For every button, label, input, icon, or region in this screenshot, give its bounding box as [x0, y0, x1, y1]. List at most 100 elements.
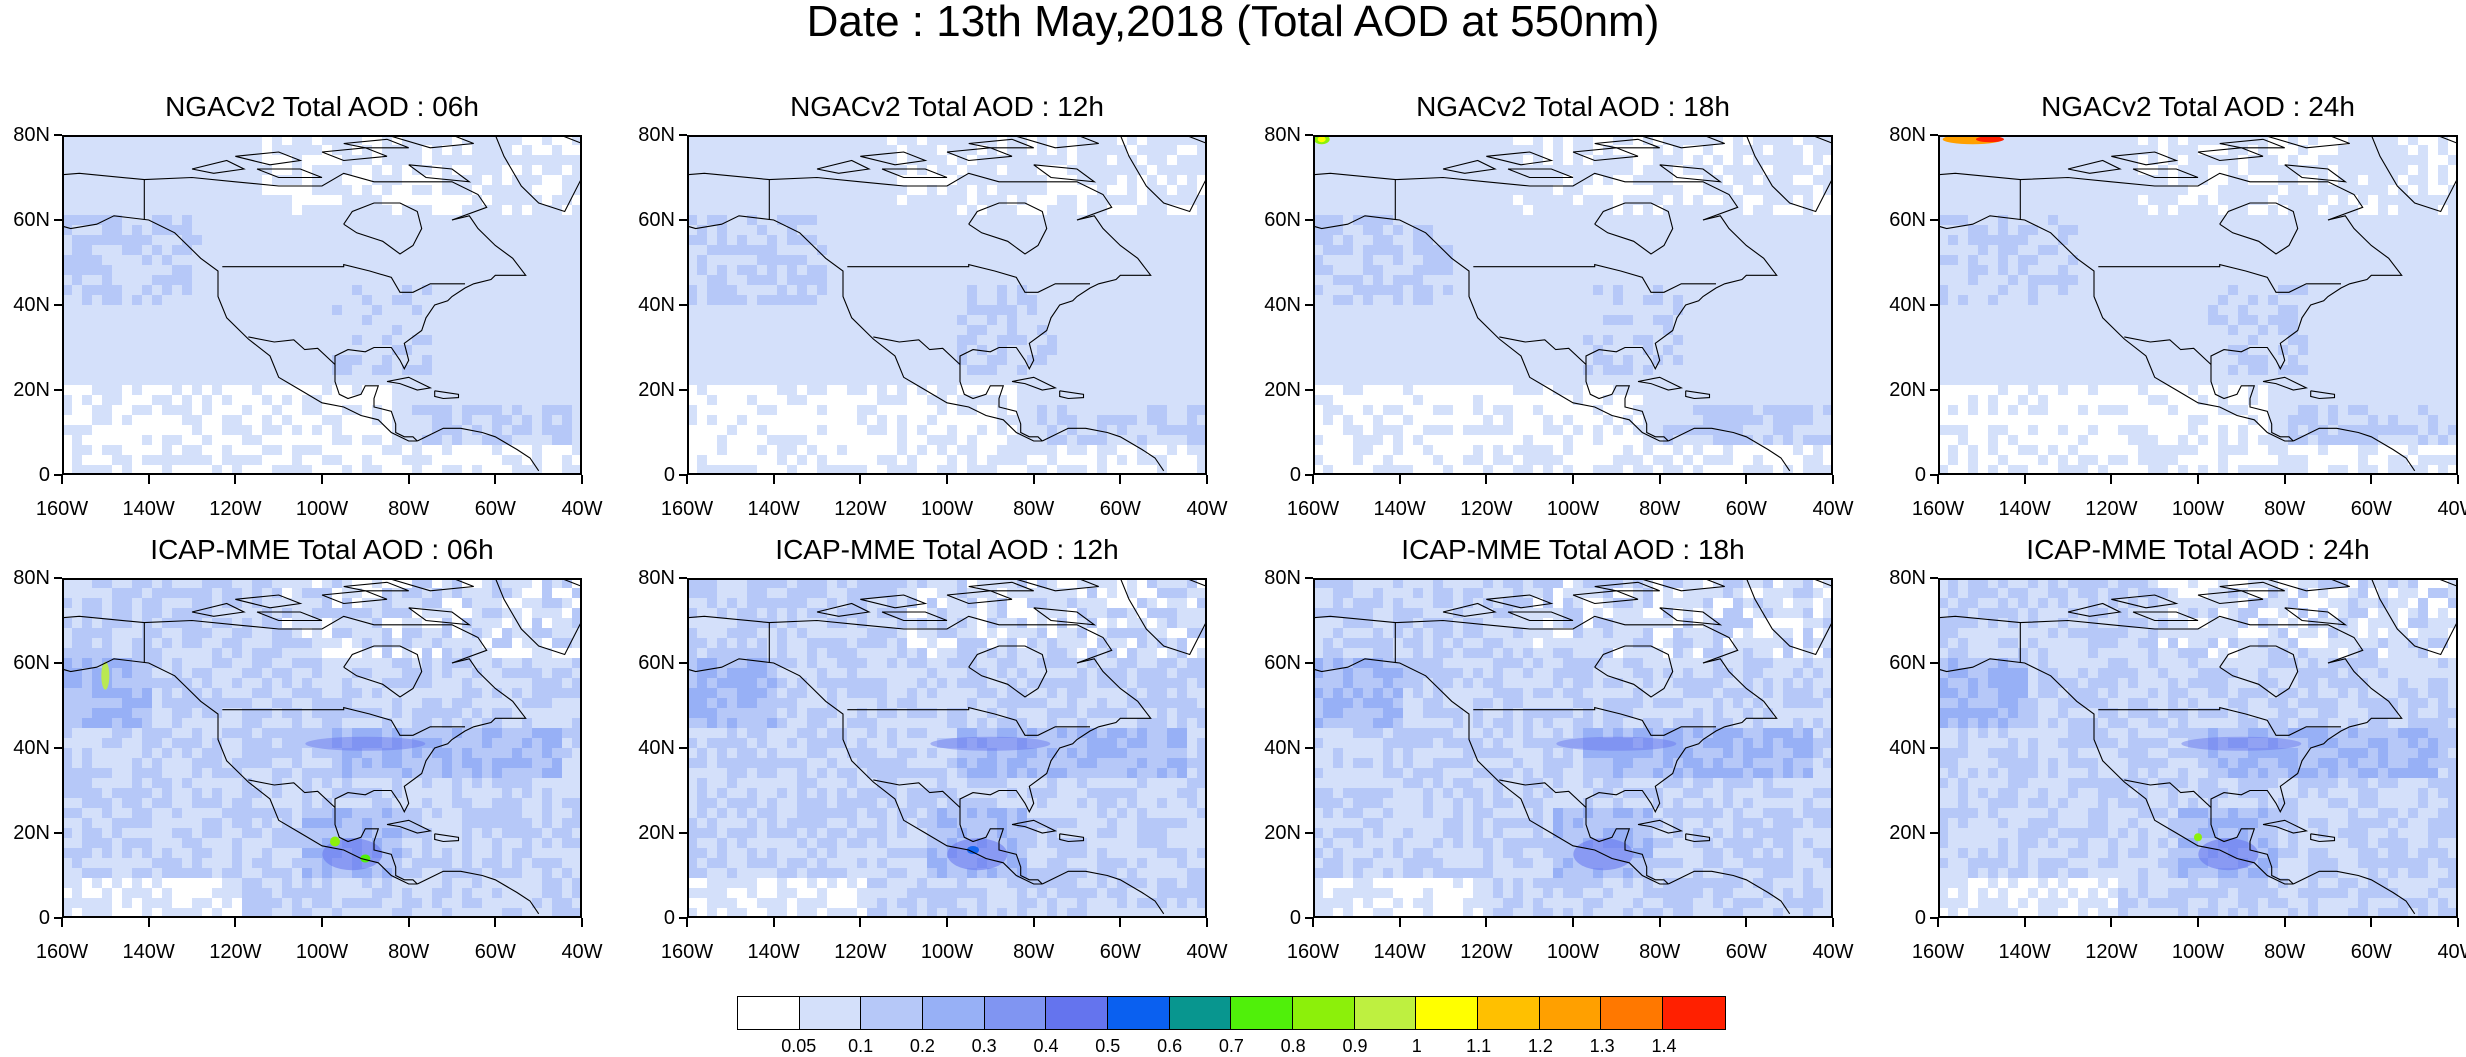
- aod-cell: [1147, 758, 1157, 768]
- aod-cell: [1443, 678, 1453, 688]
- aod-cell: [282, 828, 292, 838]
- aod-cell: [1393, 678, 1403, 688]
- aod-cell: [392, 618, 402, 628]
- aod-cell: [927, 788, 937, 798]
- aod-cell: [937, 818, 947, 828]
- aod-cell: [482, 465, 492, 475]
- aod-cell: [1383, 668, 1393, 678]
- aod-cell: [1037, 888, 1047, 898]
- aod-cell: [937, 598, 947, 608]
- aod-cell: [402, 465, 412, 475]
- aod-cell: [827, 648, 837, 658]
- aod-cell: [122, 598, 132, 608]
- aod-cell: [1197, 708, 1207, 718]
- aod-cell: [797, 578, 807, 588]
- lat-label: 60N: [621, 210, 675, 230]
- aod-cell: [1643, 145, 1653, 155]
- aod-cell: [62, 455, 72, 465]
- aod-cell: [1097, 848, 1107, 858]
- aod-cell: [1553, 868, 1563, 878]
- lon-label: 140W: [739, 942, 809, 962]
- aod-cell: [532, 828, 542, 838]
- aod-cell: [907, 445, 917, 455]
- aod-cell: [2028, 455, 2038, 465]
- aod-cell: [92, 828, 102, 838]
- aod-cell: [2298, 415, 2308, 425]
- aod-cell: [687, 588, 697, 598]
- aod-cell: [102, 708, 112, 718]
- aod-cell: [1167, 455, 1177, 465]
- aod-cell: [1968, 255, 1978, 265]
- aod-cell: [432, 445, 442, 455]
- aod-cell: [1443, 255, 1453, 265]
- aod-cell: [1483, 638, 1493, 648]
- aod-cell: [1503, 838, 1513, 848]
- aod-cell: [1353, 718, 1363, 728]
- aod-cell: [82, 838, 92, 848]
- aod-cell: [1343, 445, 1353, 455]
- aod-cell: [1413, 688, 1423, 698]
- aod-cell: [757, 688, 767, 698]
- aod-cell: [1473, 828, 1483, 838]
- aod-cell: [332, 808, 342, 818]
- aod-cell: [1493, 748, 1503, 758]
- aod-cell: [82, 828, 92, 838]
- aod-cell: [1733, 758, 1743, 768]
- aod-cell: [432, 455, 442, 465]
- aod-cell: [2298, 335, 2308, 345]
- aod-cell: [937, 778, 947, 788]
- lon-tick: [1659, 475, 1661, 484]
- aod-cell: [967, 335, 977, 345]
- aod-cell: [1473, 718, 1483, 728]
- aod-cell: [402, 175, 412, 185]
- aod-cell: [1453, 818, 1463, 828]
- aod-cell: [1117, 425, 1127, 435]
- aod-cell: [362, 868, 372, 878]
- aod-cell: [1473, 808, 1483, 818]
- aod-cell: [1613, 365, 1623, 375]
- aod-cell: [262, 175, 272, 185]
- aod-cell: [442, 425, 452, 435]
- aod-cell: [342, 628, 352, 638]
- aod-cell: [1593, 768, 1603, 778]
- aod-cell: [977, 435, 987, 445]
- aod-cell: [452, 868, 462, 878]
- aod-cell: [342, 455, 352, 465]
- aod-cell: [917, 465, 927, 475]
- aod-cell: [1723, 728, 1733, 738]
- aod-cell: [1733, 828, 1743, 838]
- aod-cell: [1197, 868, 1207, 878]
- aod-cell: [502, 768, 512, 778]
- aod-cell: [707, 858, 717, 868]
- aod-cell: [382, 465, 392, 475]
- aod-cell: [1753, 838, 1763, 848]
- aod-cell: [2008, 395, 2018, 405]
- aod-cell: [552, 678, 562, 688]
- aod-cell: [1643, 718, 1653, 728]
- aod-cell: [1773, 768, 1783, 778]
- aod-cell: [957, 165, 967, 175]
- aod-cell: [2428, 185, 2438, 195]
- aod-cell: [62, 708, 72, 718]
- aod-cell: [807, 465, 817, 475]
- aod-cell: [737, 405, 747, 415]
- aod-cell: [1057, 415, 1067, 425]
- aod-cell: [1137, 738, 1147, 748]
- panel-title: ICAP-MME Total AOD : 18h: [1273, 536, 1873, 564]
- aod-cell: [1763, 628, 1773, 638]
- aod-cell: [757, 858, 767, 868]
- aod-cell: [172, 738, 182, 748]
- aod-cell: [727, 778, 737, 788]
- aod-cell: [222, 618, 232, 628]
- aod-cell: [382, 628, 392, 638]
- aod-cell: [532, 165, 542, 175]
- aod-cell: [1313, 265, 1323, 275]
- aod-cell: [272, 768, 282, 778]
- aod-cell: [1187, 425, 1197, 435]
- aod-cell: [1733, 465, 1743, 475]
- aod-cell: [1313, 738, 1323, 748]
- aod-cell: [847, 658, 857, 668]
- aod-cell: [432, 205, 442, 215]
- aod-cell: [2428, 135, 2438, 145]
- aod-cell: [162, 698, 172, 708]
